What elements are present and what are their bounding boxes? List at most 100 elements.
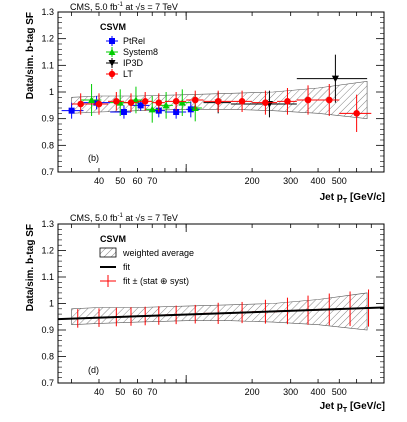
y-tick-label: 0.9 [41,325,54,335]
panel-b-axes-layer: 40 50 60 70 200 300 400 500 0.7 0.8 0.9 1 1.1 1.2 1.3 [41,7,384,186]
lt-marker [238,98,246,105]
x-tick-label: 70 [147,176,157,186]
legend-entry-ip3d: IP3D [106,58,144,68]
system8-marker [87,96,96,103]
panel-d-header: CMS, 5.0 fb-1 at √s = 7 TeV [70,213,178,223]
panel-b-legend-title: CSVM [100,22,126,32]
legend-lt-circle-icon [108,70,116,78]
legend-ip3d-triangle-down-icon [108,60,116,67]
legend-fit-error-label: fit ± (stat ⊕ syst) [123,276,189,286]
panel-b-header-text: CMS, 5.0 fb [70,2,118,12]
legend-ptrel-label: PtRel [123,36,145,46]
panel-b-x-axis-label-sub: T [343,198,348,205]
x-tick-label: 500 [332,387,347,397]
x-tick-label: 200 [245,176,260,186]
lt-marker [284,98,291,105]
fit-line [57,306,385,321]
panel-b-header: CMS, 5.0 fb-1 at √s = 7 TeV [70,2,178,12]
ptrel-marker [120,109,127,115]
lt-marker [113,98,120,105]
legend-ip3d-label: IP3D [123,58,144,68]
system8-marker [116,99,124,106]
lt-marker [262,99,269,106]
panel-b-x-axis-label: Jet pT [GeV/c] [320,192,385,205]
y-tick-label: 1.1 [41,272,54,282]
legend-fit-label: fit [123,262,131,272]
x-tick-label: 60 [133,176,143,186]
x-tick-label: 300 [283,387,298,397]
legend-system8-triangle-icon [108,48,116,55]
panel-d-x-axis-label-unit: [GeV/c] [347,401,385,412]
panel-d-x-axis-label-text: Jet p [320,401,343,412]
lt-marker [191,96,199,104]
y-tick-label: 0.8 [41,140,54,150]
legend-entry-system8: System8 [106,47,158,57]
legend-weighted-average-hatch-icon [99,247,117,258]
ptrel-marker [68,107,75,114]
x-tick-label: 400 [311,387,326,397]
x-tick-label: 60 [133,387,143,397]
lt-marker [353,110,360,117]
x-tick-label: 200 [245,387,260,397]
panel-d-header-text: CMS, 5.0 fb [70,213,118,223]
y-tick-label: 0.7 [41,378,54,388]
legend-entry-ptrel: PtRel [106,36,145,46]
system8-marker [178,99,186,106]
y-tick-label: 1.3 [41,7,54,17]
legend-weighted-average-label: weighted average [122,248,194,258]
panel-b-header-tail: at √s = 7 TeV [123,2,178,12]
y-tick-label: 1.1 [41,60,54,70]
x-tick-label: 300 [283,176,298,186]
y-tick-label: 0.8 [41,352,54,362]
lt-marker [214,98,222,105]
ptrel-marker [137,102,144,109]
panel-b-data-layer [61,54,372,132]
panel-d-legend: CSVM weighted average fit fit ± (stat ⊕ … [99,234,194,287]
ptrel-marker [173,109,180,115]
panel-b-tag: (b) [88,153,99,163]
y-tick-label: 0.7 [41,167,54,177]
lt-marker [77,100,84,108]
y-tick-label: 0.9 [41,114,54,124]
y-tick-label: 1.2 [41,246,54,256]
y-tick-label: 1 [49,299,54,309]
panel-b-x-axis-label-text: Jet p [320,192,343,203]
lt-marker [141,98,149,105]
panel-d-tag: (d) [88,365,99,375]
panel-b-header-sup: -1 [118,2,124,8]
system8-marker [148,105,156,113]
x-tick-label: 40 [94,387,104,397]
panel-b-x-axis-label-unit: [GeV/c] [347,192,385,203]
legend-system8-label: System8 [123,47,158,57]
lt-marker [95,100,103,108]
x-tick-label: 400 [311,176,326,186]
panel-d-axes-layer: 40 50 60 70 200 300 400 500 0.7 0.8 0.9 1 1.1 1.2 1.3 [41,219,384,397]
legend-ptrel-square-icon [109,38,115,44]
panel-d-y-axis-label: Data/sim. b-tag SF [25,224,36,311]
panel-d-legend-title: CSVM [100,234,126,244]
lt-marker [127,99,135,106]
panel-d-header-tail: at √s = 7 TeV [123,213,178,223]
lt-marker [155,99,163,106]
ptrel-marker [187,106,194,113]
panel-d-x-axis-label-sub: T [343,407,348,414]
panel-b-legend: CSVM PtRel System8 IP3D [100,22,158,79]
panel-b-y-axis-label: Data/sim. b-tag SF [25,12,36,99]
x-tick-label: 40 [94,176,104,186]
legend-entry-fit: fit [100,262,131,272]
lt-marker [172,98,180,105]
panel-b: CMS, 5.0 fb-1 at √s = 7 TeV Data/sim. b-… [25,2,385,205]
lt-marker [304,96,312,104]
panel-d-x-axis-label: Jet pT [GeV/c] [320,401,385,414]
panel-d: CMS, 5.0 fb-1 at √s = 7 TeV Data/sim. b-… [25,213,385,414]
system8-marker [162,101,170,109]
ip3d-marker [331,75,339,83]
x-tick-label: 50 [115,387,125,397]
legend-entry-lt: LT [106,69,133,79]
y-tick-label: 1.2 [41,34,54,44]
x-tick-label: 50 [115,176,125,186]
y-tick-label: 1 [49,87,54,97]
panel-d-header-sup: -1 [118,213,124,219]
lt-marker [325,96,333,104]
